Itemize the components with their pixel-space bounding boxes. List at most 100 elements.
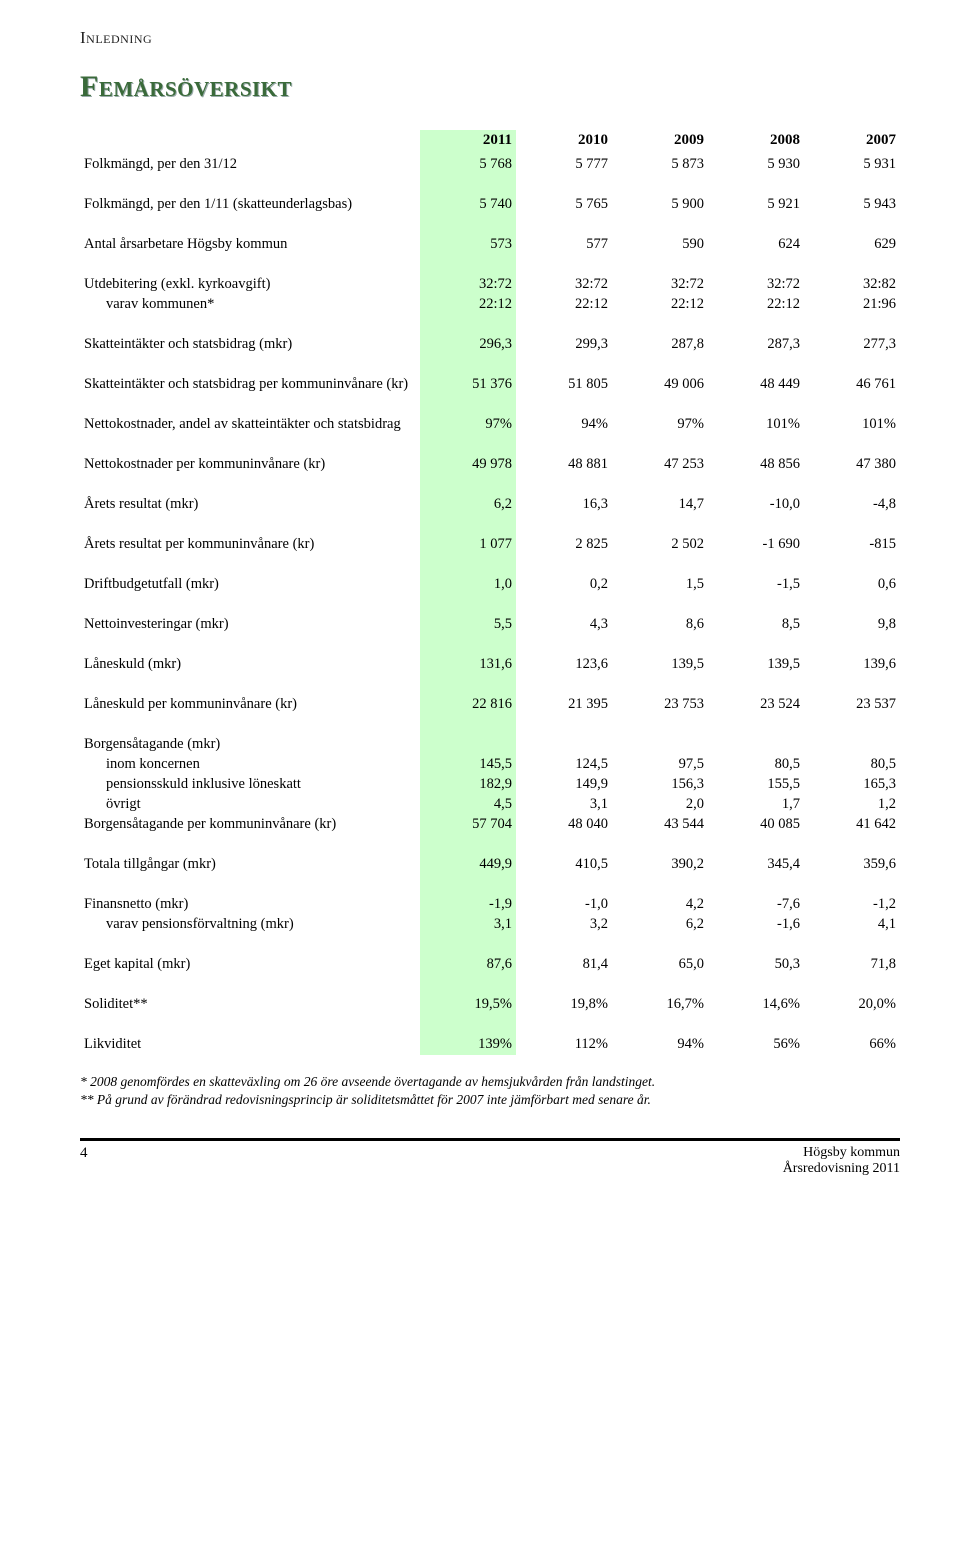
- footer-right: Högsby kommun Årsredovisning 2011: [783, 1145, 900, 1177]
- row-value: 149,9: [516, 775, 612, 795]
- row-value: 2,0: [612, 795, 708, 815]
- row-value: 22 816: [420, 695, 516, 715]
- table-gap-row: [80, 315, 900, 335]
- row-value: 6,2: [612, 915, 708, 935]
- row-value: 124,5: [516, 755, 612, 775]
- row-value: 165,3: [804, 775, 900, 795]
- table-row: Skatteintäkter och statsbidrag (mkr)296,…: [80, 335, 900, 355]
- row-value: 23 537: [804, 695, 900, 715]
- row-label: Driftbudgetutfall (mkr): [80, 575, 420, 595]
- row-value: 5 765: [516, 195, 612, 215]
- row-value: 0,2: [516, 575, 612, 595]
- row-value: -815: [804, 535, 900, 555]
- row-value: 6,2: [420, 495, 516, 515]
- table-gap-row: [80, 515, 900, 535]
- row-value: 22:12: [516, 295, 612, 315]
- table-header-col: 2011: [420, 130, 516, 155]
- row-value: 51 805: [516, 375, 612, 395]
- row-label: Antal årsarbetare Högsby kommun: [80, 235, 420, 255]
- row-value: 49 978: [420, 455, 516, 475]
- table-row: Borgensåtagande per kommuninvånare (kr)5…: [80, 815, 900, 835]
- table-row: Likviditet139%112%94%56%66%: [80, 1035, 900, 1055]
- row-value: 139,5: [708, 655, 804, 675]
- table-gap-row: [80, 255, 900, 275]
- table-row: Årets resultat (mkr)6,216,314,7-10,0-4,8: [80, 495, 900, 515]
- row-value: 123,6: [516, 655, 612, 675]
- row-value: 97,5: [612, 755, 708, 775]
- row-value: 277,3: [804, 335, 900, 355]
- footnotes: * 2008 genomfördes en skatteväxling om 2…: [80, 1073, 900, 1111]
- table-row: Nettoinvesteringar (mkr)5,54,38,68,59,8: [80, 615, 900, 635]
- row-value: 1,7: [708, 795, 804, 815]
- table-gap-row: [80, 835, 900, 855]
- row-value: 97%: [612, 415, 708, 435]
- table-header-col: 2007: [804, 130, 900, 155]
- row-value: 22:12: [708, 295, 804, 315]
- row-value: 155,5: [708, 775, 804, 795]
- row-value: 49 006: [612, 375, 708, 395]
- row-value: 97%: [420, 415, 516, 435]
- row-value: 23 753: [612, 695, 708, 715]
- row-value: 182,9: [420, 775, 516, 795]
- five-year-table: 2011 2010 2009 2008 2007 Folkmängd, per …: [80, 130, 900, 1055]
- row-value: 1,2: [804, 795, 900, 815]
- table-row: Borgensåtagande (mkr): [80, 735, 900, 755]
- row-value: 3,1: [516, 795, 612, 815]
- row-value: 299,3: [516, 335, 612, 355]
- row-label: Folkmängd, per den 31/12: [80, 155, 420, 175]
- row-value: 16,3: [516, 495, 612, 515]
- row-value: -1 690: [708, 535, 804, 555]
- row-value: 5 943: [804, 195, 900, 215]
- row-value: 8,5: [708, 615, 804, 635]
- row-value: 139,6: [804, 655, 900, 675]
- row-value: 410,5: [516, 855, 612, 875]
- row-value: 390,2: [612, 855, 708, 875]
- row-value: 16,7%: [612, 995, 708, 1015]
- row-value: 287,8: [612, 335, 708, 355]
- table-gap-row: [80, 975, 900, 995]
- row-value: 345,4: [708, 855, 804, 875]
- row-value: 3,1: [420, 915, 516, 935]
- row-value: 5 768: [420, 155, 516, 175]
- row-value: 41 642: [804, 815, 900, 835]
- row-label: Nettokostnader, andel av skatteintäkter …: [80, 415, 420, 435]
- row-value: 65,0: [612, 955, 708, 975]
- row-value: 71,8: [804, 955, 900, 975]
- row-value: 145,5: [420, 755, 516, 775]
- row-value: 21:96: [804, 295, 900, 315]
- row-value: 47 253: [612, 455, 708, 475]
- row-value: 5,5: [420, 615, 516, 635]
- row-value: 8,6: [612, 615, 708, 635]
- row-value: -1,5: [708, 575, 804, 595]
- row-label: Låneskuld (mkr): [80, 655, 420, 675]
- row-label: övrigt: [80, 795, 420, 815]
- row-label: Soliditet**: [80, 995, 420, 1015]
- row-value: 629: [804, 235, 900, 255]
- row-value: 48 881: [516, 455, 612, 475]
- row-value: 51 376: [420, 375, 516, 395]
- page-footer: 4 Högsby kommun Årsredovisning 2011: [80, 1138, 900, 1177]
- row-value: 2 502: [612, 535, 708, 555]
- table-row: Eget kapital (mkr)87,681,465,050,371,8: [80, 955, 900, 975]
- row-label: Låneskuld per kommuninvånare (kr): [80, 695, 420, 715]
- row-value: 156,3: [612, 775, 708, 795]
- row-value: -1,6: [708, 915, 804, 935]
- row-value: 4,2: [612, 895, 708, 915]
- row-label: Skatteintäkter och statsbidrag (mkr): [80, 335, 420, 355]
- row-value: 131,6: [420, 655, 516, 675]
- table-gap-row: [80, 595, 900, 615]
- row-value: 296,3: [420, 335, 516, 355]
- row-value: -1,0: [516, 895, 612, 915]
- row-value: 48 856: [708, 455, 804, 475]
- row-label: Årets resultat (mkr): [80, 495, 420, 515]
- table-gap-row: [80, 175, 900, 195]
- row-value: 32:72: [708, 275, 804, 295]
- row-value: 9,8: [804, 615, 900, 635]
- row-value: 47 380: [804, 455, 900, 475]
- table-gap-row: [80, 435, 900, 455]
- row-label: varav pensionsförvaltning (mkr): [80, 915, 420, 935]
- row-value: 40 085: [708, 815, 804, 835]
- row-value: 87,6: [420, 955, 516, 975]
- row-value: 14,7: [612, 495, 708, 515]
- table-gap-row: [80, 875, 900, 895]
